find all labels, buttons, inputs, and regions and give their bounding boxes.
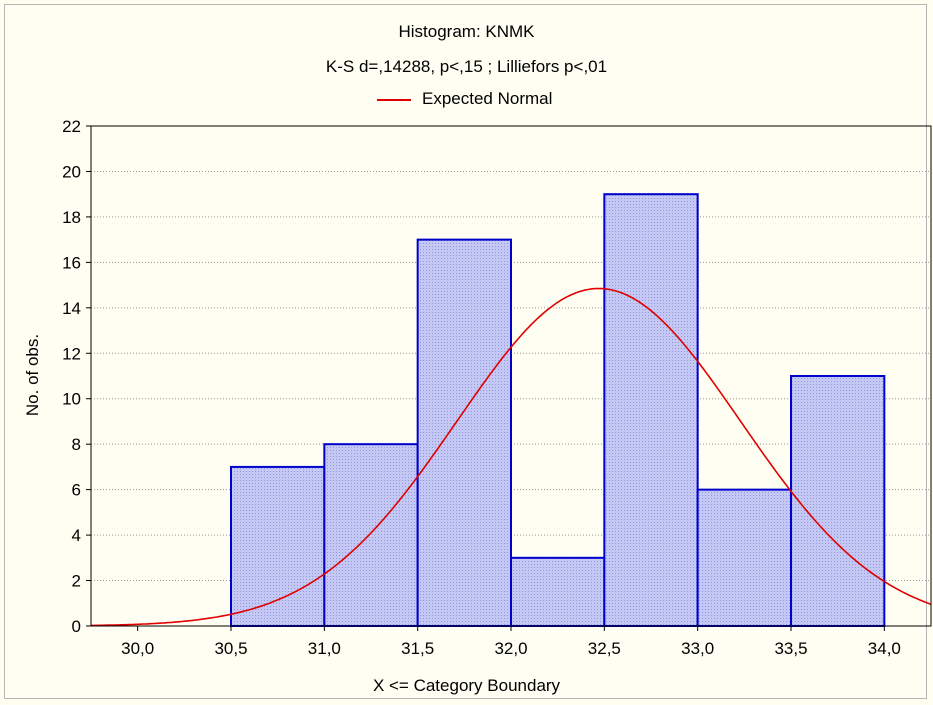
x-tick-label: 33,5 — [774, 639, 807, 658]
ticks-group: 0 2 4 6 8 10 12 14 16 18 20 22 30,0 30,5 31,0 31,5 32,0 3… — [62, 117, 901, 658]
histogram-bar — [603, 193, 699, 627]
x-axis-label: X <= Category Boundary — [372, 676, 561, 695]
x-tick-label: 31,5 — [401, 639, 434, 658]
x-tick-label: 33,0 — [681, 639, 714, 658]
y-tick-label: 18 — [62, 208, 81, 227]
curve-group — [91, 287, 931, 626]
histogram-bar — [790, 375, 886, 627]
y-tick-label: 4 — [72, 526, 81, 545]
bars-group — [230, 193, 886, 628]
x-tick-label: 34,0 — [868, 639, 901, 658]
x-tick-label: 31,0 — [308, 639, 341, 658]
expected-normal-curve — [91, 287, 931, 626]
legend-line-expected-normal — [377, 99, 411, 101]
histogram-bar — [230, 465, 326, 627]
legend-label-expected-normal: Expected Normal — [422, 89, 553, 108]
y-tick-label: 8 — [72, 435, 81, 454]
y-tick-label: 20 — [62, 162, 81, 181]
y-tick-label: 22 — [62, 117, 81, 136]
x-tick-label: 30,0 — [121, 639, 154, 658]
histogram-bar — [510, 556, 606, 627]
x-tick-label: 30,5 — [214, 639, 247, 658]
histogram-bar — [416, 238, 512, 628]
histogram-bar — [323, 443, 419, 627]
x-tick-label: 32,0 — [494, 639, 527, 658]
y-axis-label: No. of obs. — [23, 333, 42, 417]
x-tick-label: 32,5 — [588, 639, 621, 658]
y-tick-label: 2 — [72, 572, 81, 591]
y-tick-label: 14 — [62, 299, 81, 318]
chart-subtitle: K-S d=,14288, p<,15 ; Lilliefors p<,01 — [325, 57, 608, 76]
histogram-bar — [696, 488, 793, 627]
y-tick-label: 0 — [72, 617, 81, 636]
y-tick-label: 12 — [62, 344, 81, 363]
y-tick-label: 10 — [62, 390, 81, 409]
y-tick-label: 16 — [62, 253, 81, 272]
y-tick-label: 6 — [72, 481, 81, 500]
chart-title: Histogram: KNMK — [398, 22, 535, 41]
